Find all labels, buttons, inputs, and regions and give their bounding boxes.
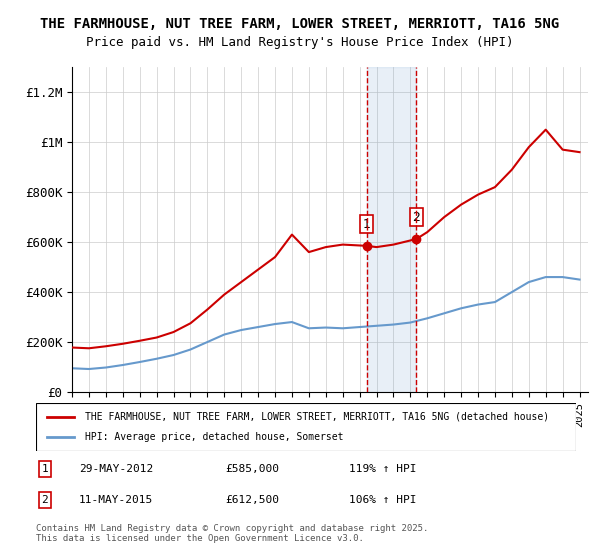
Bar [367,67,416,392]
Text: Contains HM Land Registry data © Crown copyright and database right 2025.
This d: Contains HM Land Registry data © Crown c… [36,524,428,543]
Text: 11-MAY-2015: 11-MAY-2015 [79,495,154,505]
Text: 119% ↑ HPI: 119% ↑ HPI [349,464,416,474]
Text: £612,500: £612,500 [225,495,279,505]
Text: £585,000: £585,000 [225,464,279,474]
Text: 29-MAY-2012: 29-MAY-2012 [79,464,154,474]
FancyBboxPatch shape [36,403,576,451]
Text: 106% ↑ HPI: 106% ↑ HPI [349,495,416,505]
Text: 2: 2 [41,495,48,505]
Text: HPI: Average price, detached house, Somerset: HPI: Average price, detached house, Some… [85,432,343,442]
Text: THE FARMHOUSE, NUT TREE FARM, LOWER STREET, MERRIOTT, TA16 5NG (detached house): THE FARMHOUSE, NUT TREE FARM, LOWER STRE… [85,412,549,422]
Text: 1: 1 [41,464,48,474]
Text: Price paid vs. HM Land Registry's House Price Index (HPI): Price paid vs. HM Land Registry's House … [86,36,514,49]
Text: 1: 1 [362,218,370,231]
Text: 2: 2 [413,211,421,224]
Text: THE FARMHOUSE, NUT TREE FARM, LOWER STREET, MERRIOTT, TA16 5NG: THE FARMHOUSE, NUT TREE FARM, LOWER STRE… [40,17,560,31]
